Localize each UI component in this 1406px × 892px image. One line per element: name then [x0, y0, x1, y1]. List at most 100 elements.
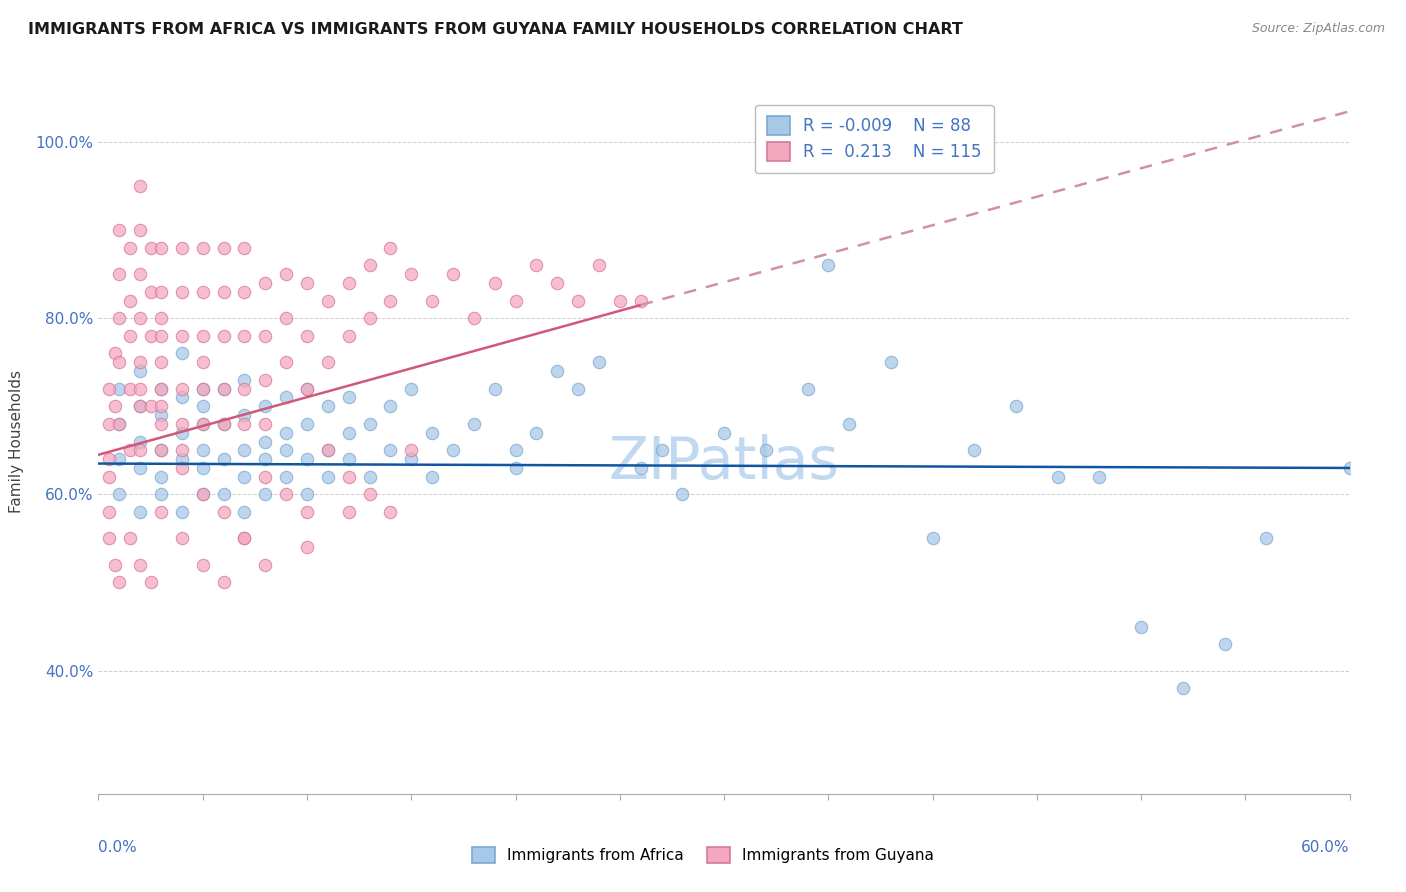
Point — [233, 417, 256, 431]
Point — [609, 293, 631, 308]
Point — [295, 452, 318, 467]
Point — [588, 355, 610, 369]
Point — [150, 443, 173, 458]
Point — [150, 382, 173, 396]
Point — [1005, 400, 1028, 414]
Point — [170, 285, 193, 299]
Point — [108, 417, 131, 431]
Point — [170, 425, 193, 440]
Point — [108, 382, 131, 396]
Point — [359, 258, 381, 272]
Point — [295, 328, 318, 343]
Point — [1213, 637, 1236, 651]
Point — [380, 293, 402, 308]
Point — [838, 417, 860, 431]
Point — [567, 382, 589, 396]
Point — [212, 575, 235, 590]
Point — [150, 241, 173, 255]
Point — [233, 505, 256, 519]
Point — [233, 382, 256, 396]
Point — [254, 373, 277, 387]
Point — [170, 241, 193, 255]
Point — [441, 443, 464, 458]
Point — [630, 293, 652, 308]
Point — [359, 417, 381, 431]
Point — [129, 382, 152, 396]
Point — [254, 276, 277, 290]
Legend: R = -0.009    N = 88, R =  0.213    N = 115: R = -0.009 N = 88, R = 0.213 N = 115 — [755, 104, 994, 173]
Point — [191, 443, 214, 458]
Point — [170, 328, 193, 343]
Point — [254, 417, 277, 431]
Point — [254, 400, 277, 414]
Point — [1130, 619, 1153, 633]
Point — [150, 400, 173, 414]
Point — [337, 328, 360, 343]
Point — [139, 400, 162, 414]
Point — [150, 417, 173, 431]
Point — [191, 487, 214, 501]
Point — [129, 400, 152, 414]
Point — [484, 382, 506, 396]
Point — [97, 505, 120, 519]
Point — [359, 311, 381, 326]
Point — [316, 293, 339, 308]
Point — [118, 443, 141, 458]
Point — [380, 400, 402, 414]
Point — [108, 267, 131, 281]
Text: ZIPatlas: ZIPatlas — [609, 434, 839, 491]
Point — [713, 425, 735, 440]
Point — [880, 355, 903, 369]
Point — [1339, 461, 1361, 475]
Point — [651, 443, 673, 458]
Point — [1046, 469, 1069, 483]
Point — [337, 469, 360, 483]
Point — [671, 487, 693, 501]
Point — [921, 532, 943, 546]
Point — [150, 505, 173, 519]
Point — [108, 575, 131, 590]
Point — [191, 461, 214, 475]
Point — [233, 328, 256, 343]
Point — [337, 452, 360, 467]
Point — [212, 417, 235, 431]
Point — [337, 425, 360, 440]
Point — [420, 469, 443, 483]
Point — [129, 400, 152, 414]
Point — [118, 293, 141, 308]
Point — [380, 505, 402, 519]
Point — [139, 328, 162, 343]
Point — [588, 258, 610, 272]
Point — [191, 285, 214, 299]
Point — [316, 469, 339, 483]
Text: 60.0%: 60.0% — [1302, 839, 1350, 855]
Point — [129, 461, 152, 475]
Point — [97, 417, 120, 431]
Point — [108, 452, 131, 467]
Point — [233, 532, 256, 546]
Point — [463, 311, 485, 326]
Point — [212, 417, 235, 431]
Point — [129, 434, 152, 449]
Point — [526, 425, 548, 440]
Point — [295, 487, 318, 501]
Point — [104, 400, 127, 414]
Point — [108, 355, 131, 369]
Point — [316, 443, 339, 458]
Legend: Immigrants from Africa, Immigrants from Guyana: Immigrants from Africa, Immigrants from … — [464, 839, 942, 871]
Point — [129, 505, 152, 519]
Point — [337, 505, 360, 519]
Point — [274, 487, 298, 501]
Point — [170, 532, 193, 546]
Point — [118, 241, 141, 255]
Text: IMMIGRANTS FROM AFRICA VS IMMIGRANTS FROM GUYANA FAMILY HOUSEHOLDS CORRELATION C: IMMIGRANTS FROM AFRICA VS IMMIGRANTS FRO… — [28, 22, 963, 37]
Point — [316, 443, 339, 458]
Point — [150, 382, 173, 396]
Point — [191, 382, 214, 396]
Point — [254, 469, 277, 483]
Point — [420, 425, 443, 440]
Point — [630, 461, 652, 475]
Point — [150, 443, 173, 458]
Point — [254, 452, 277, 467]
Point — [150, 469, 173, 483]
